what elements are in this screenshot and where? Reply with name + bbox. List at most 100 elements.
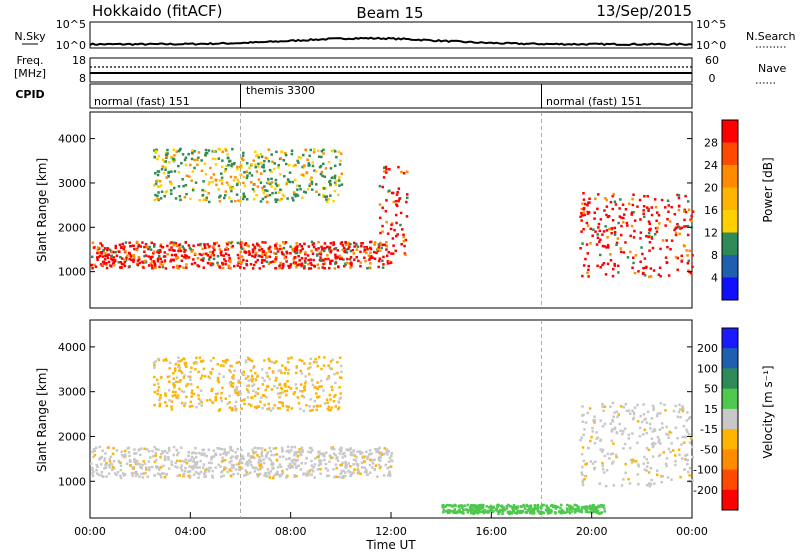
data-cell [192, 187, 195, 190]
data-cell [320, 459, 323, 463]
data-cell [596, 506, 599, 509]
data-cell [317, 247, 320, 250]
data-cell [685, 419, 689, 422]
data-cell [114, 244, 117, 248]
data-cell [275, 376, 278, 380]
data-cell [611, 418, 614, 422]
data-cell [102, 249, 105, 252]
data-cell [228, 382, 232, 385]
data-cell [612, 442, 615, 445]
data-cell [195, 462, 199, 466]
data-cell [319, 379, 323, 383]
data-cell [532, 509, 536, 512]
data-cell [301, 450, 304, 453]
data-cell [133, 471, 136, 475]
data-cell [276, 386, 279, 390]
data-cell [253, 470, 257, 473]
data-cell [252, 383, 256, 386]
data-cell [515, 512, 518, 515]
data-cell [397, 187, 401, 190]
data-cell [236, 264, 239, 267]
data-cell [134, 462, 138, 466]
data-cell [220, 178, 224, 182]
data-cell [156, 250, 159, 254]
data-cell [333, 247, 336, 251]
data-cell [512, 509, 515, 513]
data-cell [639, 231, 643, 234]
data-cell [245, 259, 249, 263]
data-cell [172, 266, 175, 269]
data-cell [636, 473, 640, 476]
data-cell [277, 369, 280, 372]
data-cell [684, 458, 687, 461]
data-cell [274, 200, 278, 204]
data-cell [204, 475, 208, 478]
data-cell [540, 507, 543, 510]
data-cell [381, 259, 384, 262]
data-cell [176, 474, 179, 478]
data-cell [96, 246, 100, 249]
y-tick-label: 3000 [58, 177, 86, 190]
data-cell [288, 451, 291, 454]
data-cell [266, 451, 269, 454]
data-cell [161, 165, 164, 168]
data-cell [676, 193, 679, 197]
data-cell [210, 389, 213, 393]
data-cell [270, 360, 274, 364]
data-cell [92, 455, 95, 459]
data-cell [187, 256, 191, 259]
data-cell [653, 428, 656, 431]
data-cell [211, 157, 215, 161]
data-cell [144, 471, 147, 475]
data-cell [212, 449, 216, 452]
data-cell [230, 364, 233, 368]
data-cell [393, 228, 396, 232]
data-cell [353, 258, 356, 261]
data-cell [259, 200, 263, 203]
data-cell [301, 394, 304, 398]
data-cell [240, 399, 243, 402]
data-cell [672, 409, 676, 413]
data-cell [333, 174, 337, 178]
data-cell [172, 157, 175, 160]
data-cell [344, 461, 347, 464]
data-cell [266, 189, 269, 193]
data-cell [282, 159, 285, 162]
data-cell [218, 179, 222, 182]
data-cell [173, 249, 176, 252]
data-cell [125, 462, 129, 465]
data-cell [601, 425, 605, 428]
data-cell [531, 512, 534, 515]
data-cell [242, 370, 245, 373]
data-cell [344, 262, 347, 265]
data-cell [471, 509, 475, 513]
data-cell [583, 474, 587, 478]
data-cell [295, 365, 298, 368]
data-cell [131, 474, 134, 478]
data-cell [165, 359, 168, 362]
data-cell [103, 247, 107, 250]
region-main-echo-band [90, 445, 394, 480]
data-cell [291, 247, 294, 250]
data-cell [128, 257, 131, 261]
data-cell [363, 466, 366, 470]
nave-tick-top: 60 [705, 54, 719, 67]
data-cell [236, 178, 239, 182]
data-cell [237, 468, 241, 471]
data-cell [183, 196, 187, 199]
data-cell [313, 463, 317, 466]
data-cell [300, 256, 304, 260]
data-cell [140, 472, 143, 476]
data-cell [204, 469, 207, 472]
data-cell [553, 504, 556, 508]
data-cell [96, 256, 99, 259]
data-cell [137, 256, 141, 259]
data-cell [228, 196, 231, 200]
data-cell [185, 263, 188, 266]
data-cell [637, 464, 640, 468]
data-cell [217, 157, 221, 160]
data-cell [274, 182, 278, 185]
data-cell [624, 241, 627, 244]
data-cell [329, 360, 333, 363]
data-cell [119, 474, 122, 478]
